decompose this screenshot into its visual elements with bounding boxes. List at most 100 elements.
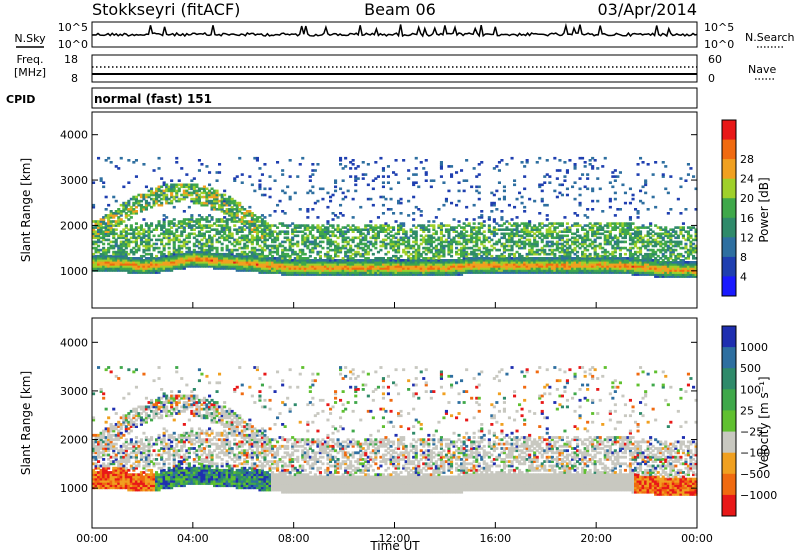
power-cell <box>220 259 224 262</box>
power-cell <box>185 218 189 221</box>
power-cell <box>265 254 269 258</box>
power-cell <box>392 248 396 252</box>
power-cell <box>349 254 353 258</box>
power-cell <box>321 224 325 227</box>
power-cell <box>341 267 345 270</box>
power-cell <box>243 252 247 256</box>
power-cell <box>341 240 345 244</box>
power-cell <box>442 181 446 184</box>
power-cell <box>336 267 340 270</box>
power-cell <box>170 259 174 262</box>
power-cell <box>200 252 204 256</box>
power-cell <box>230 201 234 205</box>
power-cell <box>132 267 136 270</box>
power-cell <box>233 248 237 252</box>
power-cell <box>447 263 451 266</box>
power-cell <box>228 267 232 270</box>
power-cell <box>235 220 239 223</box>
power-cell <box>306 234 310 238</box>
power-cell <box>444 265 448 268</box>
power-cell <box>235 240 239 244</box>
power-cell <box>213 259 217 262</box>
power-cell <box>450 248 454 252</box>
power-cell <box>142 271 146 274</box>
power-cell <box>94 263 98 266</box>
power-cell <box>107 263 111 266</box>
power-cell <box>359 230 363 233</box>
power-cell <box>223 254 227 258</box>
power-cell <box>379 244 383 248</box>
power-cell <box>371 259 375 262</box>
power-cell <box>107 228 111 231</box>
power-cell <box>465 263 469 266</box>
power-cell <box>439 242 443 246</box>
power-cell <box>240 238 244 242</box>
power-cell <box>502 228 506 231</box>
power-cell <box>384 267 388 270</box>
power-cell <box>268 261 272 264</box>
power-cell <box>268 248 272 252</box>
power-cell <box>598 236 602 240</box>
power-cell <box>255 259 259 262</box>
power-cell <box>192 265 196 268</box>
power-cell <box>245 220 249 223</box>
power-cell <box>386 175 390 178</box>
power-cell <box>442 244 446 248</box>
power-cell <box>109 212 113 215</box>
power-cell <box>109 232 113 236</box>
power-cell <box>109 244 113 248</box>
power-cell <box>306 269 310 272</box>
power-cell <box>273 238 277 242</box>
power-cell <box>311 185 315 189</box>
power-cell <box>303 267 307 270</box>
power-cell <box>316 265 320 268</box>
power-cell <box>160 259 164 262</box>
power-cell <box>414 257 418 260</box>
power-cell <box>661 173 665 176</box>
power-cell <box>238 269 242 272</box>
power-cell <box>432 228 436 231</box>
power-cell <box>243 265 247 268</box>
power-cell <box>356 242 360 246</box>
power-cell <box>97 224 101 227</box>
power-cell <box>213 195 217 199</box>
power-cell <box>202 236 206 240</box>
power-cell <box>477 222 481 225</box>
power-cell <box>301 259 305 262</box>
power-cell <box>293 265 297 268</box>
power-cell <box>245 240 249 244</box>
power-cell <box>124 234 128 238</box>
power-cell <box>313 271 317 274</box>
power-cell <box>412 183 416 187</box>
power-cell <box>260 230 264 233</box>
power-cell <box>439 238 443 242</box>
power-cell <box>485 267 489 270</box>
power-cell <box>394 242 398 246</box>
power-cell <box>192 191 196 195</box>
power-cell <box>573 163 577 166</box>
power-cell <box>260 263 264 266</box>
power-cell <box>225 208 229 211</box>
power-cell <box>354 244 358 248</box>
power-cell <box>298 269 302 272</box>
power-cell <box>490 244 494 248</box>
power-cell <box>243 228 247 231</box>
power-cell <box>162 246 166 250</box>
power-cell <box>213 228 217 231</box>
power-cell <box>354 179 358 182</box>
power-cell <box>160 228 164 231</box>
power-cell <box>326 205 330 209</box>
power-cell <box>495 189 499 193</box>
power-cell <box>462 240 466 244</box>
power-cell <box>195 250 199 254</box>
power-cell <box>109 222 113 225</box>
power-cell <box>286 230 290 233</box>
power-cell <box>306 240 310 244</box>
power-cell <box>255 248 259 252</box>
power-cell <box>283 248 287 252</box>
power-cell <box>467 265 471 268</box>
power-cell <box>134 199 138 203</box>
power-cell <box>92 259 96 262</box>
power-cell <box>144 246 148 250</box>
power-cell <box>200 187 204 191</box>
